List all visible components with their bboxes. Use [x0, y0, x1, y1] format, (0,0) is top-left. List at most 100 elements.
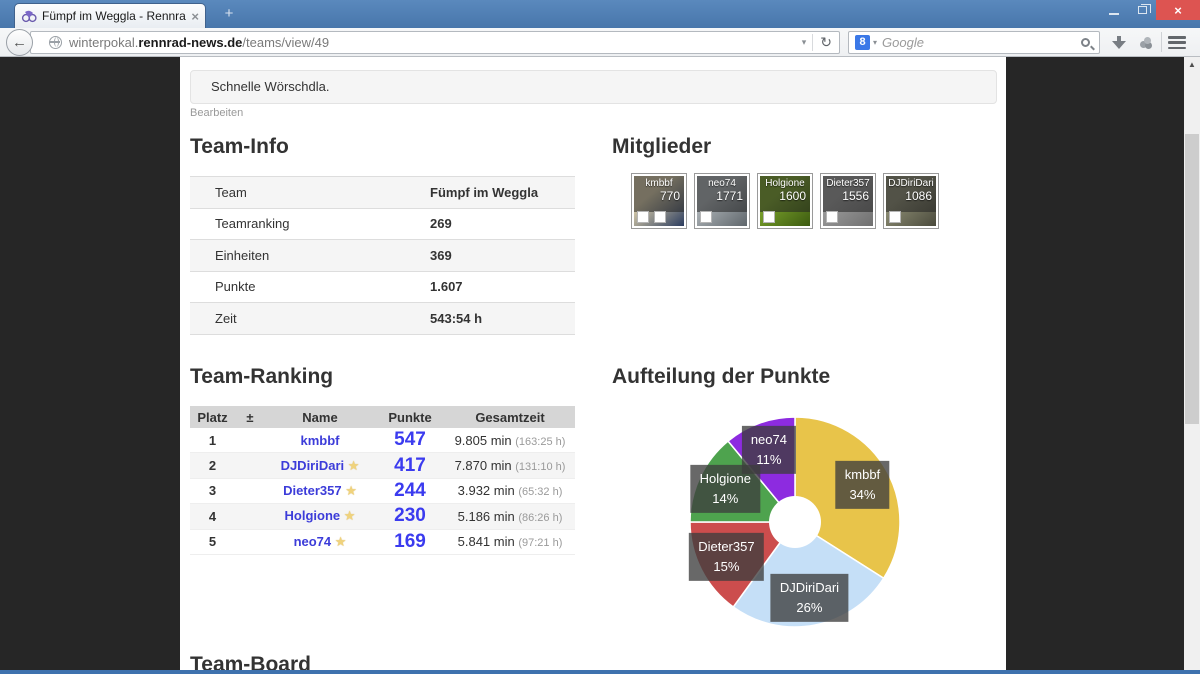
- ranking-row: 3 Dieter357 ★ 244 3.932 min (65:32 h): [190, 479, 575, 505]
- rank-platz: 2: [208, 458, 217, 474]
- tab-close-icon[interactable]: ×: [191, 8, 199, 24]
- member-card[interactable]: kmbbf 770: [631, 173, 687, 229]
- ranking-row: 4 Holgione ★ 230 5.186 min (86:26 h): [190, 504, 575, 530]
- team-info-heading: Team-Info: [190, 135, 289, 158]
- member-name: Holgione: [765, 178, 805, 189]
- download-arrow-stem: [1117, 36, 1121, 42]
- member-card[interactable]: DJDiriDari 1086: [883, 173, 939, 229]
- minimize-icon: [1109, 13, 1119, 15]
- search-engine-dropdown-icon[interactable]: ▾: [873, 38, 878, 47]
- member-overlay: Dieter357 1556: [823, 176, 873, 212]
- rank-platz: 5: [208, 534, 217, 550]
- ranking-column-header[interactable]: Name: [302, 409, 338, 425]
- pie-label-name: kmbbf: [844, 466, 881, 482]
- ranking-row: 5 neo74 ★ 169 5.841 min (97:21 h): [190, 530, 575, 555]
- url-bar[interactable]: winterpokal.rennrad-news.de/teams/view/4…: [30, 31, 840, 54]
- rank-time-min: 7.870 min: [454, 458, 516, 474]
- minimize-button[interactable]: [1100, 0, 1128, 20]
- points-pie-chart: kmbbf 34% DJDiriDari 26% Dieter357 15% Holgion…: [685, 412, 905, 632]
- member-card[interactable]: Holgione 1600: [757, 173, 813, 229]
- scroll-up-icon[interactable]: ▲: [1188, 60, 1196, 69]
- pie-label-name: Holgione: [699, 471, 751, 487]
- edit-link[interactable]: Bearbeiten: [190, 107, 244, 119]
- team-info-row: Punkte 1.607: [190, 272, 575, 303]
- scrollbar-thumb[interactable]: [1185, 134, 1199, 424]
- ranking-row: 1 kmbbf 547 9.805 min (163:25 h): [190, 428, 575, 454]
- member-points: 1600: [779, 189, 806, 203]
- member-name: Dieter357: [826, 178, 870, 189]
- member-card[interactable]: Dieter357 1556: [820, 173, 876, 229]
- team-info-row: Team Fümpf im Weggla: [190, 177, 575, 209]
- rank-user-link[interactable]: Holgione ★: [284, 508, 356, 524]
- member-avatar: kmbbf 770: [634, 176, 684, 226]
- pie-slice-label: neo74 11%: [741, 425, 796, 474]
- downloads-button[interactable]: [1112, 36, 1126, 50]
- info-label: Einheiten: [215, 247, 270, 263]
- rank-user-link[interactable]: Dieter357 ★: [283, 482, 357, 498]
- rank-points: 547: [394, 429, 426, 451]
- info-value: 369: [430, 247, 452, 263]
- search-input[interactable]: Google: [882, 35, 924, 50]
- team-info-row: Teamranking 269: [190, 209, 575, 240]
- browser-tab[interactable]: Fümpf im Weggla - Rennra... ×: [14, 3, 206, 28]
- member-checkbox[interactable]: [654, 211, 666, 223]
- rank-user-link[interactable]: DJDiriDari ★: [280, 457, 360, 473]
- rank-time: 9.805 min (163:25 h): [445, 433, 575, 448]
- menu-button[interactable]: [1168, 36, 1186, 49]
- member-checkbox[interactable]: [700, 211, 712, 223]
- restore-icon: [1137, 4, 1151, 14]
- rank-points: 230: [394, 505, 426, 527]
- page-column: Schnelle Wörschdla. Bearbeiten Team-Info…: [180, 57, 1006, 670]
- url-domain: rennrad-news.de: [138, 35, 243, 50]
- rank-user-link[interactable]: kmbbf: [300, 432, 340, 448]
- title-bar: Fümpf im Weggla - Rennra... × + ×: [0, 0, 1200, 28]
- pie-slice-label: Dieter357 15%: [689, 532, 764, 582]
- addon-circle: [1145, 42, 1152, 49]
- addon-icon[interactable]: [1140, 37, 1152, 49]
- addon-circle: [1144, 37, 1151, 44]
- rank-user-link[interactable]: neo74 ★: [293, 533, 347, 549]
- rank-time-min: 9.805 min: [454, 432, 516, 448]
- team-info-row: Zeit 543:54 h: [190, 303, 575, 335]
- rank-time: 3.932 min (65:32 h): [445, 483, 575, 498]
- back-button[interactable]: ←: [6, 29, 33, 56]
- ranking-column-header[interactable]: Punkte: [388, 409, 432, 425]
- info-label: Teamranking: [215, 216, 290, 232]
- restore-button[interactable]: [1128, 0, 1156, 20]
- rank-time-min: 5.841 min: [457, 534, 519, 550]
- search-icon[interactable]: [1081, 38, 1090, 47]
- rank-time-hours: (65:32 h): [518, 486, 563, 499]
- member-avatar: neo74 1771: [697, 176, 747, 226]
- new-tab-button[interactable]: +: [224, 5, 234, 22]
- team-info-table: Team Fümpf im Weggla Teamranking 269 Einheit…: [190, 176, 575, 335]
- scrollbar[interactable]: ▲: [1184, 57, 1200, 670]
- member-checkbox[interactable]: [826, 211, 838, 223]
- ranking-column-header[interactable]: Platz: [197, 409, 228, 425]
- rank-time-hours: (86:26 h): [518, 511, 563, 524]
- info-value: 269: [430, 216, 452, 232]
- rank-time: 5.186 min (86:26 h): [445, 509, 575, 524]
- pie-label-percent: 26%: [796, 599, 823, 615]
- member-checkbox[interactable]: [889, 211, 901, 223]
- member-checkbox[interactable]: [637, 211, 649, 223]
- search-bar[interactable]: 8 ▾ Google: [848, 31, 1100, 54]
- rank-time: 5.841 min (97:21 h): [445, 534, 575, 549]
- member-card[interactable]: neo74 1771: [694, 173, 750, 229]
- info-label: Team: [215, 184, 247, 200]
- ranking-column-header[interactable]: ±: [246, 409, 254, 425]
- member-checkbox[interactable]: [763, 211, 775, 223]
- ranking-column-header[interactable]: Gesamtzeit: [475, 409, 545, 425]
- member-overlay: Holgione 1600: [760, 176, 810, 212]
- ranking-header-row: Platz ± Name Punkte Gesamtzeit: [190, 406, 575, 428]
- ranking-body: 1 kmbbf 547 9.805 min (163:25 h) 2 DJDiriDari…: [190, 428, 575, 555]
- rank-time-hours: (131:10 h): [515, 461, 566, 474]
- pie-label-percent: 15%: [713, 558, 740, 574]
- history-dropdown-icon[interactable]: ▾: [801, 37, 807, 47]
- reload-icon[interactable]: ↻: [812, 34, 839, 51]
- info-value: 543:54 h: [430, 310, 483, 326]
- pie-slice-label: kmbbf 34%: [835, 460, 890, 510]
- star-icon: ★: [331, 533, 347, 549]
- rank-time: 7.870 min (131:10 h): [445, 458, 575, 473]
- close-button[interactable]: ×: [1156, 0, 1200, 20]
